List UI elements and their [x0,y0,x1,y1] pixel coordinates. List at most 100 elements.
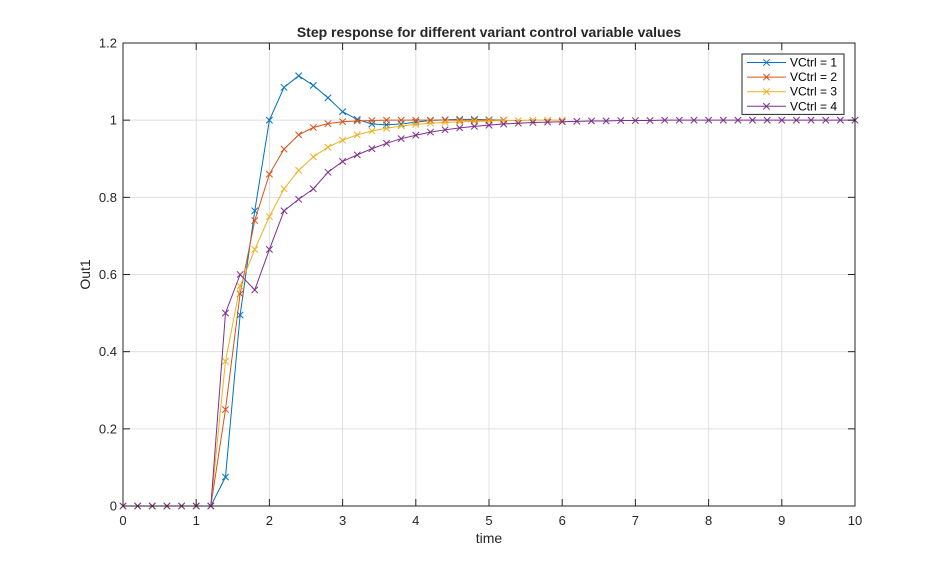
y-tick-label: 0.6 [99,267,117,282]
x-axis-label: time [476,530,503,546]
data-point-marker [295,72,303,80]
legend-label: VCtrl = 3 [790,85,837,99]
data-point-marker [470,116,478,124]
data-point-marker [309,153,317,161]
data-point-marker [705,116,713,124]
legend-item: VCtrl = 1 [747,56,837,70]
data-point-marker [763,116,771,124]
y-tick-label: 0.8 [99,190,117,205]
data-point-marker [573,117,581,125]
data-point-marker [221,357,230,365]
data-point-marker [529,118,537,127]
data-point-marker [251,286,259,294]
data-point-marker [646,116,654,125]
data-point-marker [426,128,434,136]
data-point-marker [587,117,596,125]
data-point-marker [558,118,566,126]
data-point-marker [280,207,288,215]
legend-swatch-marker [762,73,771,81]
data-point-marker [324,120,332,128]
x-tick-label: 7 [632,513,639,528]
data-point-marker [675,116,683,124]
data-point-marker [221,473,230,481]
data-point-marker [265,116,273,124]
data-point-marker [544,118,552,126]
data-point-marker [500,120,508,128]
x-tick-label: 10 [848,513,862,528]
data-point-marker [734,116,742,124]
data-point-marker [397,116,405,124]
y-tick-label: 1 [110,113,117,128]
data-point-marker [265,245,273,253]
data-point-marker [441,118,449,127]
data-point-marker [456,124,464,132]
data-point-marker [397,135,405,143]
data-point-marker [382,124,391,132]
data-point-marker [295,166,303,174]
x-tick-label: 2 [266,513,273,528]
data-point-marker [295,195,303,203]
data-point-marker [324,168,332,176]
data-point-marker [251,216,259,225]
data-point-marker [807,116,815,124]
data-point-marker [339,157,347,166]
data-point-marker [295,131,303,139]
data-point-marker [368,127,376,135]
data-point-marker [397,122,405,130]
data-point-marker [426,116,434,124]
series-4 [119,116,859,510]
data-point-marker [265,213,273,221]
data-point-marker [339,108,347,116]
x-tick-label: 8 [705,513,712,528]
data-point-marker [426,119,434,127]
data-point-marker [265,170,273,178]
data-point-marker [382,116,391,124]
legend-swatch-marker [762,58,771,67]
data-point-marker [236,282,244,290]
y-tick-label: 0.2 [99,421,117,436]
data-point-marker [822,116,830,124]
data-point-marker [558,116,566,124]
data-point-marker [836,116,844,124]
data-point-marker [631,116,639,125]
data-point-marker [353,131,361,139]
legend-label: VCtrl = 1 [790,56,837,70]
data-point-marker [470,117,478,125]
legend-label: VCtrl = 4 [790,99,837,113]
legend-swatch-marker [762,102,771,110]
data-point-marker [661,116,669,124]
data-point-marker [280,185,288,193]
data-point-marker [368,120,376,128]
legend-box [741,53,845,115]
data-point-marker [602,117,610,125]
data-point-marker [309,123,317,132]
data-point-marker [353,117,361,125]
data-point-marker [792,116,800,124]
data-point-marker [748,116,757,124]
data-point-marker [251,245,259,253]
data-point-marker [324,94,332,102]
y-axis-label: Out1 [77,259,93,290]
y-tick-label: 1.2 [99,36,117,51]
data-point-marker [456,118,464,126]
x-tick-label: 9 [778,513,785,528]
data-point-marker [221,405,230,414]
y-tick-label: 0 [110,499,117,514]
data-point-marker [280,83,288,91]
data-point-marker [485,116,493,124]
data-point-marker [485,121,493,129]
x-tick-label: 1 [193,513,200,528]
legend-item: VCtrl = 4 [747,99,837,113]
data-point-marker [309,185,317,193]
data-point-marker [778,116,786,124]
legend-item: VCtrl = 2 [747,70,837,84]
data-point-marker [339,136,347,144]
ticks: 0 1 2 3 4 5 6 7 8 9 10 0 0.2 0.4 0.6 0.8 1 1.2 [99,36,862,529]
data-point-marker [339,118,347,126]
legend-item: VCtrl = 3 [747,85,837,99]
data-point-marker [309,81,317,89]
x-tick-label: 5 [485,513,492,528]
x-tick-label: 0 [119,513,126,528]
